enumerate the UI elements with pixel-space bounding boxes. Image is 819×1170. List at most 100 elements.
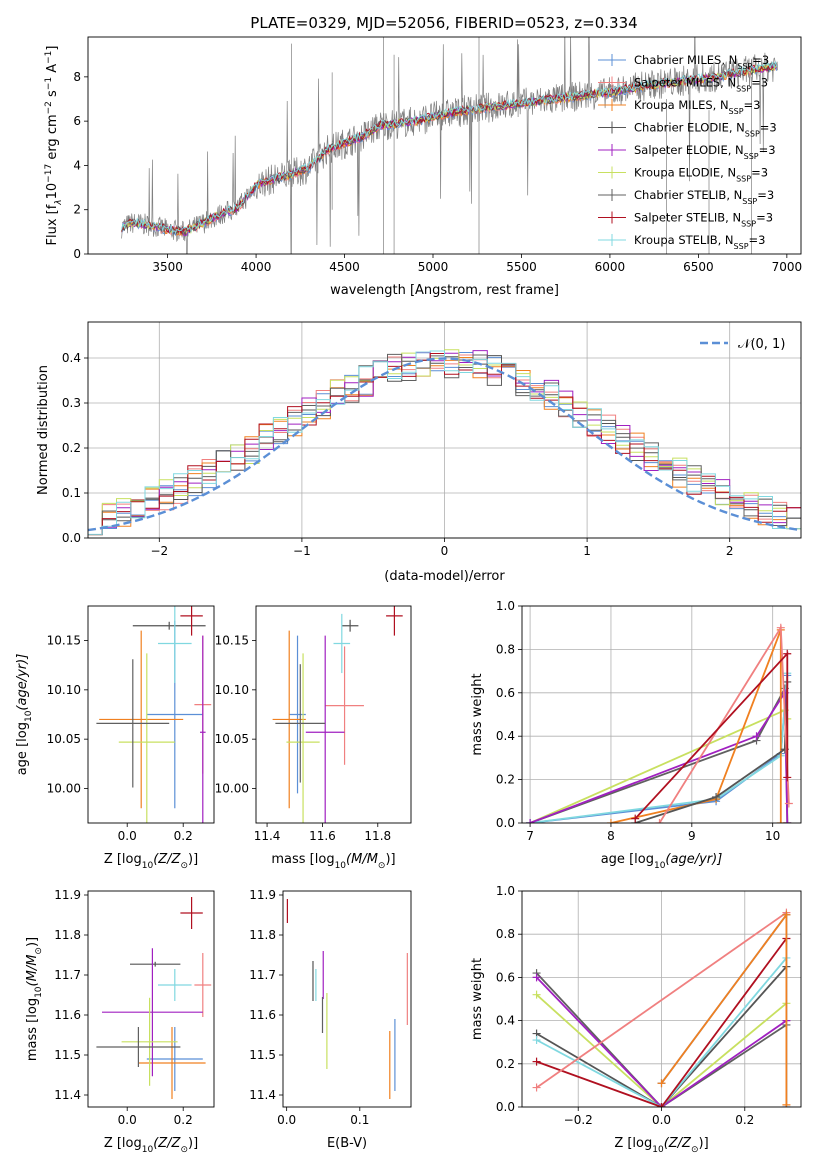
y-tick-label: 11.6 bbox=[54, 1008, 81, 1022]
plot-area bbox=[88, 349, 801, 536]
panel-residual_hist: −2 −1 0 1 2 0.0 0.1 0.2 0.3 0.4 (data-model)/error… bbox=[36, 321, 802, 584]
mass-weight-marker bbox=[532, 973, 541, 982]
x-tick-label: 11.8 bbox=[364, 829, 391, 843]
x-tick-label: 7 bbox=[526, 829, 534, 843]
mass-weight-line bbox=[536, 957, 788, 1107]
plot-area bbox=[532, 908, 791, 1107]
x-axis-label: Z [log10(Z/Z⊙)] bbox=[614, 1136, 708, 1155]
legend-item: Salpeter STELIB, NSSP=3 bbox=[598, 211, 773, 228]
y-tick-label: 0.8 bbox=[496, 927, 515, 941]
axes-frame bbox=[87, 605, 215, 824]
x-axis-label: age [log10(age/yr)] bbox=[601, 852, 723, 871]
y-tick-label: 11.9 bbox=[249, 888, 276, 902]
mass-weight-marker bbox=[526, 819, 535, 823]
errorbar-point bbox=[180, 897, 203, 929]
errorbar-point bbox=[194, 953, 212, 1017]
y-tick-label: 10.10 bbox=[47, 683, 81, 697]
y-tick-label: 11.9 bbox=[54, 888, 81, 902]
mass-weight-marker bbox=[606, 819, 615, 823]
y-tick-label: 0.0 bbox=[496, 1100, 515, 1114]
y-tick-label: 10.00 bbox=[47, 781, 81, 795]
x-tick-label: 4000 bbox=[241, 260, 272, 274]
axes-frame bbox=[87, 890, 215, 1108]
legend-item: Salpeter MILES, NSSP=3 bbox=[598, 76, 768, 93]
errorbar-point bbox=[99, 630, 184, 809]
errorbar-point bbox=[386, 606, 403, 636]
mass-weight-line bbox=[529, 675, 789, 823]
y-tick-label: 11.6 bbox=[249, 1008, 276, 1022]
y-tick-label: 11.5 bbox=[249, 1048, 276, 1062]
x-tick-label: 0.0 bbox=[277, 1113, 296, 1127]
errorbar-point bbox=[305, 635, 345, 823]
legend-label: Kroupa MILES, NSSP=3 bbox=[634, 98, 760, 116]
mass-weight-line bbox=[634, 681, 789, 823]
errorbar-point bbox=[146, 1027, 203, 1091]
residual-histogram-line bbox=[88, 350, 801, 535]
mass-weight-marker bbox=[784, 799, 793, 808]
legend-item: Kroupa STELIB, NSSP=3 bbox=[598, 233, 765, 251]
errorbar-point bbox=[96, 659, 170, 788]
mass-weight-marker bbox=[657, 1079, 666, 1088]
errorbar-point bbox=[118, 653, 175, 823]
errorbar-point bbox=[333, 613, 351, 674]
axes-frame bbox=[521, 890, 802, 1108]
mass-weight-line bbox=[535, 972, 787, 1107]
x-tick-label: −0.2 bbox=[564, 1113, 593, 1127]
y-tick-label: 0.4 bbox=[496, 729, 515, 743]
x-tick-label: 8 bbox=[607, 829, 615, 843]
plot-area bbox=[526, 623, 793, 823]
y-tick-label: 10.10 bbox=[215, 683, 249, 697]
panel-spectrum: 3500 4000 4500 5000 5500 6000 6500 7000 0 2 4 6 8 wav… bbox=[44, 36, 803, 298]
y-tick-label: 11.7 bbox=[249, 968, 276, 982]
errorbar-point bbox=[158, 606, 192, 683]
y-tick-label: 10.05 bbox=[215, 732, 249, 746]
y-axis-label: age [log10(age/yr)] bbox=[15, 654, 34, 776]
plot-area bbox=[272, 606, 403, 823]
y-tick-label: 1.0 bbox=[496, 884, 515, 898]
errorbar-point bbox=[130, 961, 181, 967]
x-tick-label: 2 bbox=[726, 544, 734, 558]
y-tick-label: 11.8 bbox=[54, 928, 81, 942]
x-tick-label: −1 bbox=[293, 544, 311, 558]
axes-frame bbox=[282, 890, 412, 1108]
y-tick-label: 0.4 bbox=[496, 1014, 515, 1028]
y-axis-label: mass weight bbox=[470, 958, 485, 1040]
mass-weight-line bbox=[536, 937, 788, 1107]
y-tick-label: 10.15 bbox=[215, 634, 249, 648]
x-tick-label: 0.0 bbox=[118, 829, 137, 843]
errorbar-point bbox=[121, 997, 178, 1086]
errorbar-point bbox=[138, 1027, 206, 1099]
y-tick-label: 10.15 bbox=[47, 634, 81, 648]
legend-item: Chabrier STELIB, NSSP=3 bbox=[598, 188, 774, 206]
legend-item: Chabrier MILES, NSSP=3 bbox=[598, 53, 769, 71]
mass-weight-marker bbox=[752, 732, 761, 741]
figure-title: PLATE=0329, MJD=52056, FIBERID=0523, z=0… bbox=[250, 14, 637, 32]
mass-weight-line bbox=[610, 629, 782, 823]
y-tick-label: 11.4 bbox=[249, 1088, 276, 1102]
x-tick-label: 11.6 bbox=[309, 829, 336, 843]
y-tick-label: 10.05 bbox=[47, 732, 81, 746]
mass-weight-line bbox=[529, 685, 789, 823]
legend-label: Chabrier STELIB, NSSP=3 bbox=[634, 188, 774, 206]
y-tick-label: 11.4 bbox=[54, 1088, 81, 1102]
y-tick-label: 0.2 bbox=[496, 773, 515, 787]
legend-item: Salpeter ELODIE, NSSP=3 bbox=[598, 143, 776, 161]
legend-label: Salpeter ELODIE, NSSP=3 bbox=[634, 143, 776, 161]
x-axis-label: mass [log10(M/M⊙)] bbox=[271, 852, 395, 871]
x-tick-label: 6500 bbox=[683, 260, 714, 274]
x-tick-label: 7000 bbox=[772, 260, 803, 274]
residual-histogram-line bbox=[88, 353, 801, 535]
y-tick-label: 0.0 bbox=[62, 531, 81, 545]
legend-item: Kroupa MILES, NSSP=3 bbox=[598, 98, 760, 116]
y-tick-label: 11.8 bbox=[249, 928, 276, 942]
x-tick-label: −2 bbox=[150, 544, 168, 558]
x-tick-label: 4500 bbox=[329, 260, 360, 274]
panel-mass_vs_Z: 0.0 0.2 11.4 11.5 11.6 11.7 11.8 11.9 Z [log10(Z… bbox=[25, 888, 215, 1155]
y-tick-label: 0.1 bbox=[62, 486, 81, 500]
x-axis-label: (data-model)/error bbox=[384, 569, 505, 584]
x-axis-label: E(B-V) bbox=[327, 1136, 367, 1151]
mass-weight-marker bbox=[657, 1103, 666, 1107]
mass-weight-marker bbox=[532, 1057, 541, 1066]
mass-weight-marker bbox=[532, 1083, 541, 1092]
observed-spectrum-line bbox=[121, 37, 778, 254]
